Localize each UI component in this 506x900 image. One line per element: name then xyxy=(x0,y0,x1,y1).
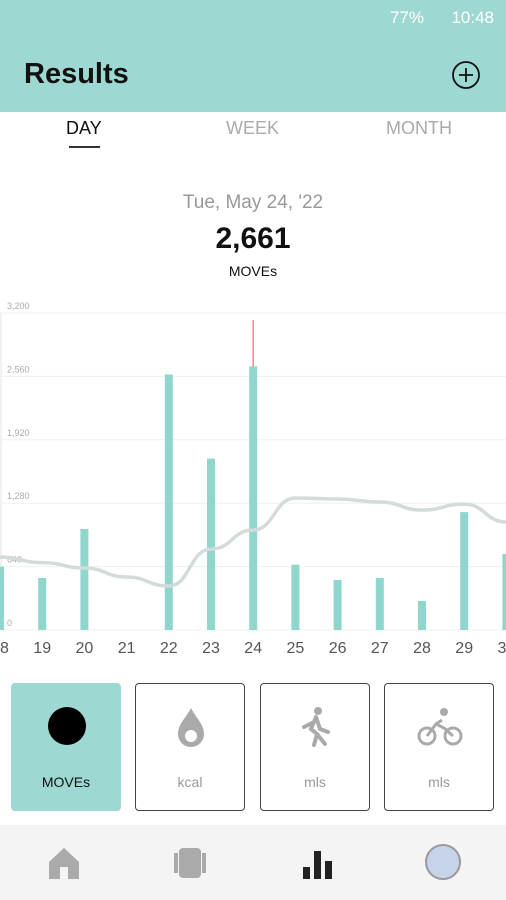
x-tick-label: 18 xyxy=(0,640,9,657)
bar xyxy=(249,366,258,630)
walk-icon xyxy=(302,707,330,747)
summary-unit: MOVEs xyxy=(228,263,278,279)
bottom-nav xyxy=(0,825,506,900)
y-tick-label: 0 xyxy=(7,618,12,628)
chart: 06401,2801,9202,5603,2001819202122232425… xyxy=(0,301,506,657)
bar xyxy=(80,528,89,630)
x-tick-label: 24 xyxy=(244,640,262,657)
bar xyxy=(164,374,173,630)
tile-label: MOVEs xyxy=(41,774,91,790)
bar xyxy=(207,458,215,630)
bar xyxy=(291,564,300,630)
x-tick-label: 23 xyxy=(202,640,220,657)
summary-date: Tue, May 24, '22 xyxy=(182,192,324,213)
y-tick-label: 1,280 xyxy=(7,491,30,501)
device-icon[interactable] xyxy=(172,845,208,881)
x-tick-label: 29 xyxy=(455,640,473,657)
moves-icon xyxy=(48,707,86,745)
bar xyxy=(502,554,506,630)
x-tick-label: 22 xyxy=(160,640,178,657)
bike-icon xyxy=(417,708,463,746)
bar xyxy=(38,577,47,630)
metric-tile[interactable]: kcal xyxy=(135,683,245,811)
x-tick-label: 20 xyxy=(76,640,94,657)
page-title: Results xyxy=(24,58,129,90)
x-tick-label: 25 xyxy=(287,640,305,657)
clock: 10:48 xyxy=(451,8,494,27)
x-tick-label: 27 xyxy=(371,640,389,657)
y-tick-label: 1,920 xyxy=(7,428,30,438)
tile-label: mls xyxy=(428,774,450,790)
x-tick-label: 28 xyxy=(413,640,431,657)
trend-line xyxy=(0,496,506,588)
home-icon[interactable] xyxy=(46,845,82,881)
x-tick-label: 19 xyxy=(33,640,51,657)
metric-tile[interactable]: mls xyxy=(260,683,370,811)
battery-level: 77% xyxy=(389,8,424,27)
bar xyxy=(375,577,384,630)
summary-value: 2,661 xyxy=(215,222,291,255)
add-button[interactable] xyxy=(451,60,481,90)
results-icon[interactable] xyxy=(300,845,336,881)
status-bar: 77% 10:48 xyxy=(0,0,506,36)
flame-icon xyxy=(178,708,204,747)
tab-indicator xyxy=(69,146,100,148)
profile-icon[interactable] xyxy=(424,843,462,881)
tile-label: mls xyxy=(304,774,326,790)
tile-label: kcal xyxy=(177,774,203,790)
tab[interactable]: MONTH xyxy=(386,118,452,138)
x-tick-label: 26 xyxy=(329,640,347,657)
bar xyxy=(460,512,469,630)
metric-tile[interactable]: MOVEs xyxy=(11,683,121,811)
metric-tile[interactable]: mls xyxy=(384,683,494,811)
tab[interactable]: WEEK xyxy=(226,118,280,138)
x-tick-label: 21 xyxy=(118,640,136,657)
bar xyxy=(0,566,4,630)
bar xyxy=(333,579,342,630)
tab[interactable]: DAY xyxy=(66,118,102,138)
app-header: Results xyxy=(0,36,506,112)
y-tick-label: 2,560 xyxy=(7,364,30,374)
y-tick-label: 3,200 xyxy=(7,301,30,311)
x-tick-label: 30 xyxy=(498,640,506,657)
bar xyxy=(418,600,426,630)
